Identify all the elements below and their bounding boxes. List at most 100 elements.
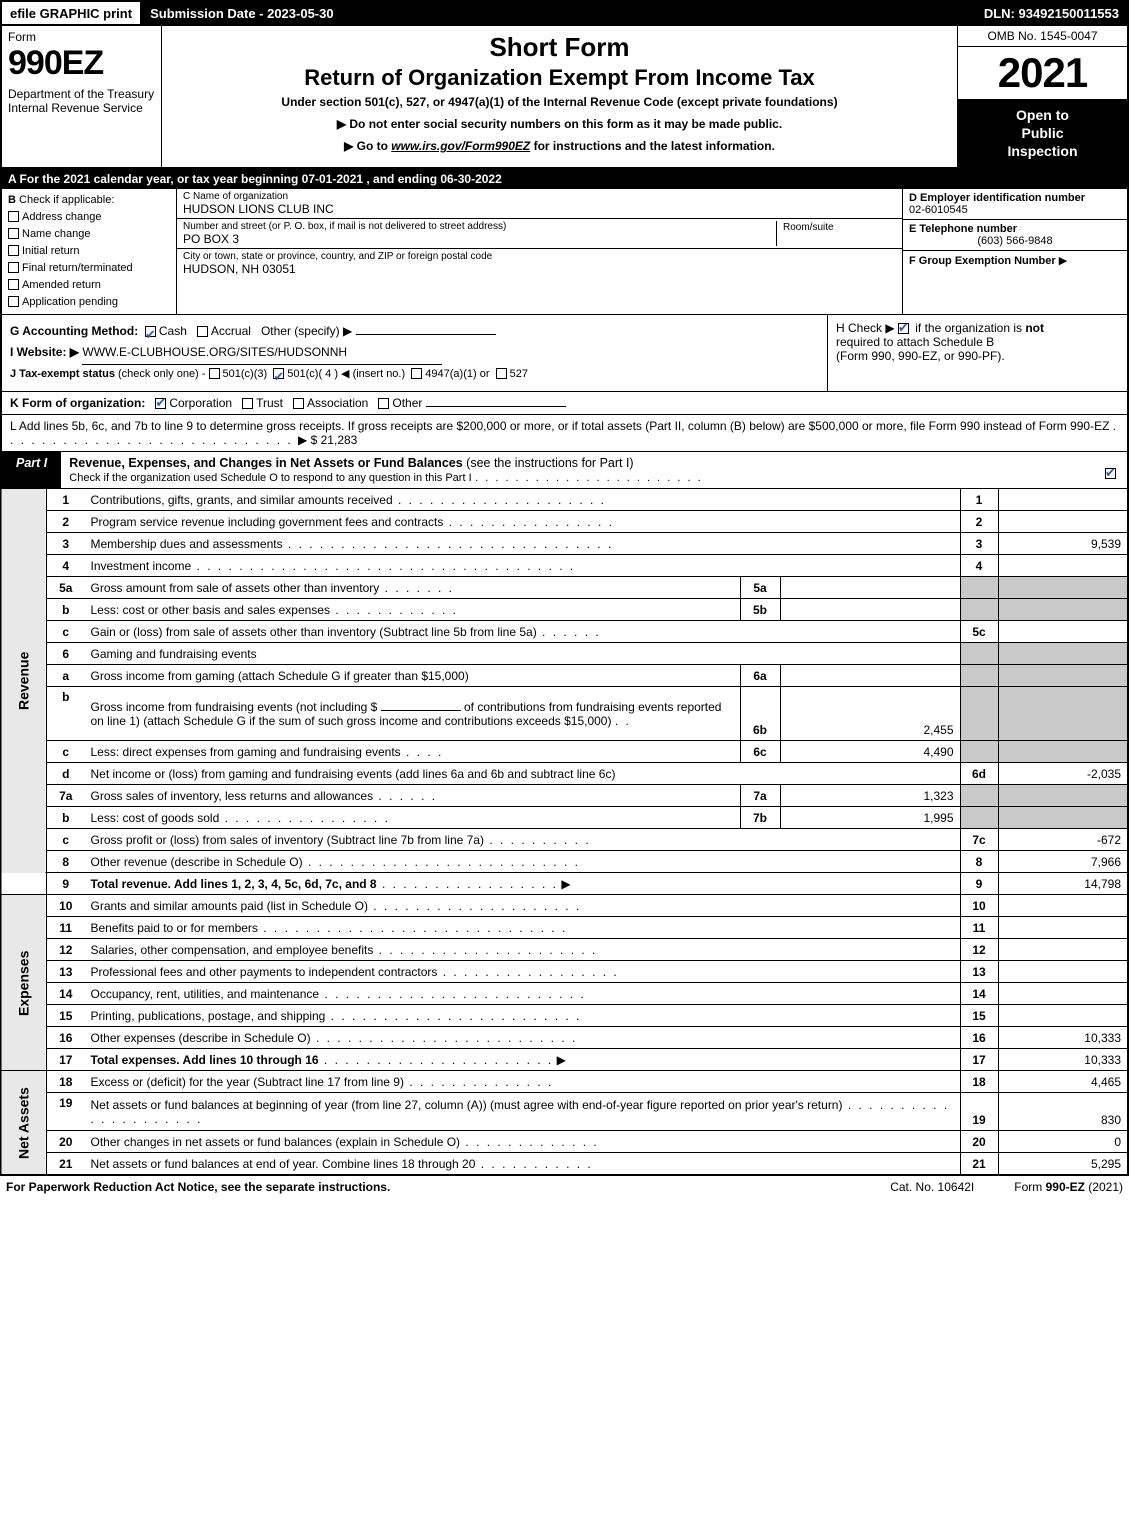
- r6b-blank[interactable]: [381, 710, 461, 711]
- goto-link[interactable]: www.irs.gov/Form990EZ: [391, 139, 530, 153]
- r21-n: 21: [47, 1153, 85, 1175]
- r20-rn: 20: [960, 1131, 998, 1153]
- footer-center: Cat. No. 10642I: [890, 1180, 974, 1194]
- j-note: (check only one) -: [118, 368, 205, 380]
- check-accrual[interactable]: [197, 326, 208, 337]
- r7b-sn: 7b: [740, 807, 780, 829]
- c-room-label: Room/suite: [783, 222, 834, 233]
- r7a-sn: 7a: [740, 785, 780, 807]
- form-header: Form 990EZ Department of the Treasury In…: [0, 26, 1129, 169]
- check-initial-return[interactable]: [8, 245, 19, 256]
- check-name-change[interactable]: [8, 228, 19, 239]
- r9-n: 9: [47, 873, 85, 895]
- check-assoc[interactable]: [293, 398, 304, 409]
- row-6: 6 Gaming and fundraising events: [1, 643, 1128, 665]
- side-netassets: Net Assets: [1, 1071, 47, 1175]
- r20-rv: 0: [998, 1131, 1128, 1153]
- h-text3: required to attach Schedule B: [836, 335, 994, 349]
- c-city-value: HUDSON, NH 03051: [183, 262, 896, 276]
- j-opt4: 527: [510, 368, 528, 380]
- r17-n: 17: [47, 1049, 85, 1071]
- row-16: 16 Other expenses (describe in Schedule …: [1, 1027, 1128, 1049]
- check-h[interactable]: [898, 323, 909, 334]
- inspection-badge: Open to Public Inspection: [958, 100, 1127, 167]
- insp-1: Open to: [962, 106, 1123, 124]
- r15-n: 15: [47, 1005, 85, 1027]
- r3-d: Membership dues and assessments: [91, 537, 283, 551]
- top-bar: efile GRAPHIC print Submission Date - 20…: [0, 0, 1129, 26]
- r14-d: Occupancy, rent, utilities, and maintena…: [91, 987, 320, 1001]
- r11-rv: [998, 917, 1128, 939]
- r14-n: 14: [47, 983, 85, 1005]
- r6b-sv: 2,455: [780, 687, 960, 741]
- r15-rn: 15: [960, 1005, 998, 1027]
- warning-ssn: ▶ Do not enter social security numbers o…: [170, 117, 949, 131]
- r18-d: Excess or (deficit) for the year (Subtra…: [91, 1075, 404, 1089]
- l-amount: $ 21,283: [311, 433, 358, 447]
- r6b-d: Gross income from fundraising events (no…: [91, 700, 378, 714]
- r14-rn: 14: [960, 983, 998, 1005]
- r6b-sn: 6b: [740, 687, 780, 741]
- omb-number: OMB No. 1545-0047: [958, 26, 1127, 47]
- goto-post: for instructions and the latest informat…: [530, 139, 775, 153]
- check-address-change[interactable]: [8, 211, 19, 222]
- k-other-line[interactable]: [426, 406, 566, 407]
- r6b-rv: [998, 687, 1128, 741]
- efile-print-label[interactable]: efile GRAPHIC print: [2, 2, 142, 24]
- r6-n: 6: [47, 643, 85, 665]
- r21-rv: 5,295: [998, 1153, 1128, 1175]
- l-arrow: ▶: [298, 433, 307, 447]
- k-assoc: Association: [307, 396, 368, 410]
- g-other-line[interactable]: [356, 334, 496, 335]
- row-11: 11 Benefits paid to or for members . . .…: [1, 917, 1128, 939]
- footer-right-pre: Form: [1014, 1180, 1045, 1194]
- check-trust[interactable]: [242, 398, 253, 409]
- h-text4: (Form 990, 990-EZ, or 990-PF).: [836, 349, 1005, 363]
- r12-rv: [998, 939, 1128, 961]
- r13-d: Professional fees and other payments to …: [91, 965, 438, 979]
- f-group-arrow: ▶: [1059, 255, 1067, 267]
- b-item-4: Amended return: [22, 279, 101, 291]
- r20-d: Other changes in net assets or fund bala…: [91, 1135, 461, 1149]
- r6a-sn: 6a: [740, 665, 780, 687]
- k-label: K Form of organization:: [10, 396, 145, 410]
- check-cash[interactable]: [145, 326, 156, 337]
- side-expenses: Expenses: [1, 895, 47, 1071]
- i-website[interactable]: WWW.E-CLUBHOUSE.ORG/SITES/HUDSONNH: [82, 342, 442, 365]
- check-527[interactable]: [496, 368, 507, 379]
- r10-rn: 10: [960, 895, 998, 917]
- check-final-return[interactable]: [8, 262, 19, 273]
- r9-rv: 14,798: [998, 873, 1128, 895]
- r21-d: Net assets or fund balances at end of ye…: [91, 1157, 476, 1171]
- r6b-n: b: [47, 687, 85, 741]
- row-18: Net Assets 18 Excess or (deficit) for th…: [1, 1071, 1128, 1093]
- check-schedule-o[interactable]: [1105, 468, 1116, 479]
- check-other-org[interactable]: [378, 398, 389, 409]
- row-4: 4 Investment income . . . . . . . . . . …: [1, 555, 1128, 577]
- r6c-sn: 6c: [740, 741, 780, 763]
- r12-d: Salaries, other compensation, and employ…: [91, 943, 374, 957]
- r5a-sv: [780, 577, 960, 599]
- col-c: C Name of organization HUDSON LIONS CLUB…: [177, 189, 902, 314]
- g-other: Other (specify) ▶: [261, 324, 352, 338]
- r7b-rv: [998, 807, 1128, 829]
- check-corp[interactable]: [155, 398, 166, 409]
- footer-right-post: (2021): [1085, 1180, 1123, 1194]
- r5a-d: Gross amount from sale of assets other t…: [91, 581, 380, 595]
- check-amended-return[interactable]: [8, 279, 19, 290]
- check-application-pending[interactable]: [8, 296, 19, 307]
- b-letter: B: [8, 194, 16, 206]
- j-opt2: 501(c)( 4 ) ◀ (insert no.): [287, 368, 405, 380]
- form-number: 990EZ: [8, 44, 155, 83]
- check-4947[interactable]: [411, 368, 422, 379]
- c-city-label: City or town, state or province, country…: [183, 251, 896, 262]
- r7c-rn: 7c: [960, 829, 998, 851]
- r6d-n: d: [47, 763, 85, 785]
- check-501c[interactable]: [273, 368, 284, 379]
- e-tel-value: (603) 566-9848: [909, 235, 1121, 247]
- r16-rv: 10,333: [998, 1027, 1128, 1049]
- check-501c3[interactable]: [209, 368, 220, 379]
- row-12: 12 Salaries, other compensation, and emp…: [1, 939, 1128, 961]
- r21-rn: 21: [960, 1153, 998, 1175]
- header-mid: Short Form Return of Organization Exempt…: [162, 26, 957, 167]
